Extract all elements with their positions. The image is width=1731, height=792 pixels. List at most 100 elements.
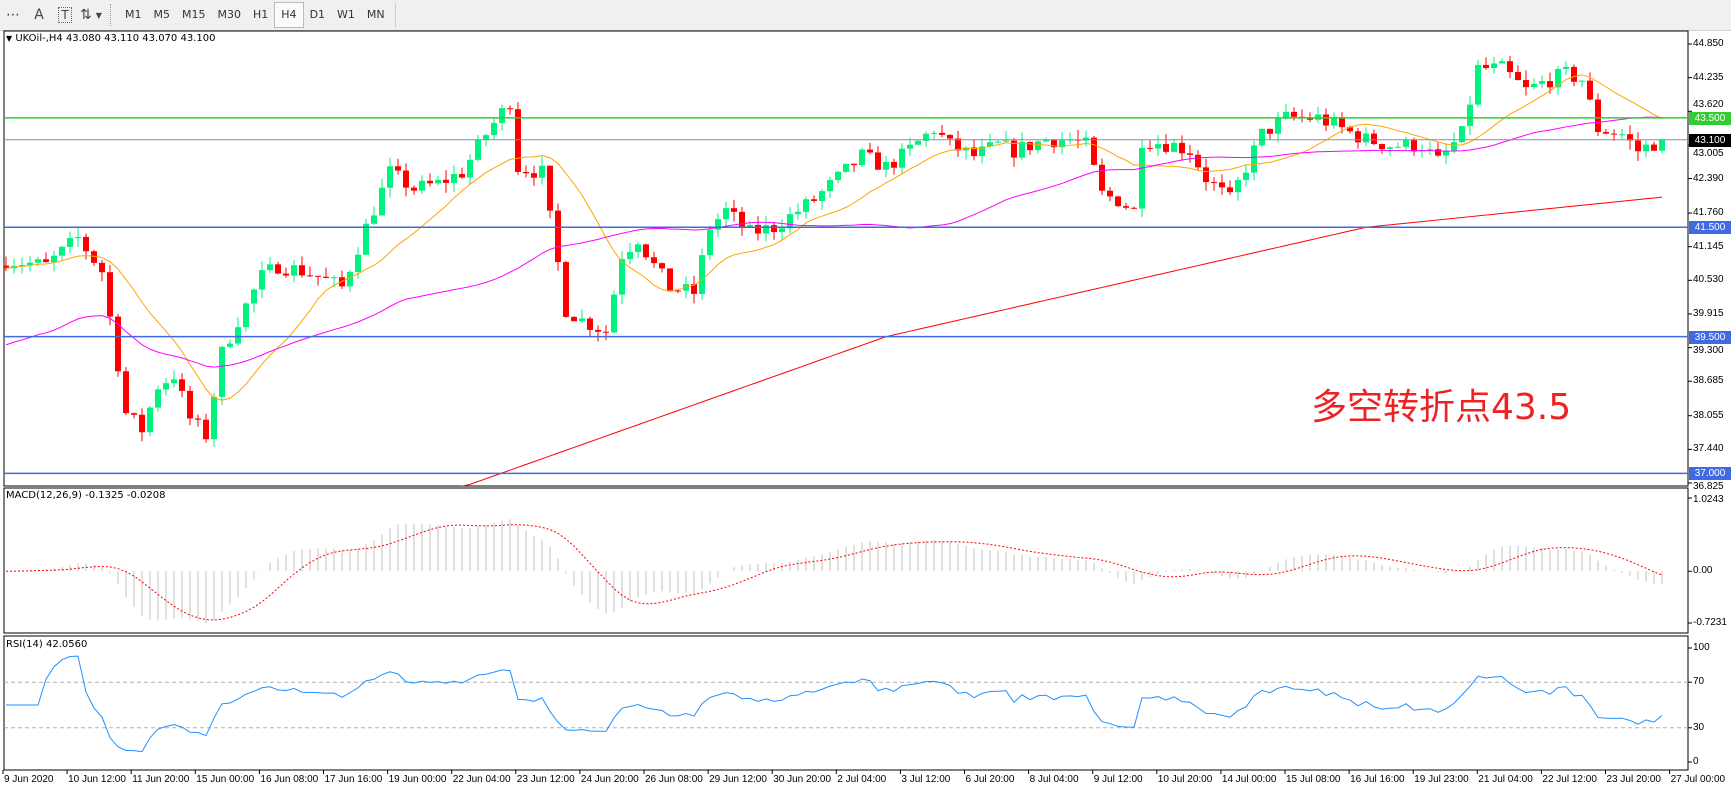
candle-body xyxy=(163,383,169,390)
candle-body xyxy=(747,224,753,227)
candle-body xyxy=(411,187,417,191)
candle-body xyxy=(571,316,577,322)
candle-body xyxy=(787,214,793,229)
candle-body xyxy=(227,343,233,347)
candle-body xyxy=(107,272,113,317)
candle-body xyxy=(1387,147,1393,150)
candle-body xyxy=(1251,145,1257,173)
time-tick-label: 9 Jun 2020 xyxy=(4,774,54,785)
candle-body xyxy=(419,180,425,191)
candle-body xyxy=(755,224,761,234)
candle-body xyxy=(4,265,9,269)
candle-body xyxy=(259,270,265,290)
macd-signal-line xyxy=(5,524,1663,621)
timeframe-h4[interactable]: H4 xyxy=(274,2,304,28)
candle-body xyxy=(99,262,105,273)
price-tick-label: 43.005 xyxy=(1693,147,1724,159)
rsi-label: RSI(14) 42.0560 xyxy=(6,639,88,650)
candle-body xyxy=(987,142,993,147)
text-a-icon[interactable]: A xyxy=(34,7,44,23)
candle-body xyxy=(1003,140,1009,142)
candle-body xyxy=(115,316,121,372)
rsi-line xyxy=(6,655,1663,753)
timeframe-mn[interactable]: MN xyxy=(366,8,385,21)
candle-body xyxy=(707,229,713,256)
candle-body xyxy=(1331,117,1337,126)
candle-body xyxy=(547,165,553,211)
candle-body xyxy=(1627,134,1633,141)
candle-body xyxy=(1587,80,1593,100)
candle-body xyxy=(403,170,409,188)
time-tick-label: 10 Jul 20:00 xyxy=(1157,774,1213,785)
candle-body xyxy=(1355,131,1361,143)
candle-body xyxy=(1011,140,1017,158)
candle-body xyxy=(883,161,889,170)
pane-frame xyxy=(3,635,1689,771)
candle-body xyxy=(931,132,937,134)
macd-pane xyxy=(5,519,1663,623)
arrows-icon[interactable]: ⇅ ▼ xyxy=(80,7,102,23)
time-tick-label: 26 Jun 08:00 xyxy=(645,774,703,785)
candle-body xyxy=(595,329,601,332)
candle-body xyxy=(379,187,385,216)
timeframe-m30[interactable]: M30 xyxy=(217,8,242,21)
timeframe-m15[interactable]: M15 xyxy=(182,8,206,21)
price-tick-label: 38.685 xyxy=(1693,375,1724,387)
collapse-triangle-icon[interactable]: ▼ xyxy=(6,34,13,43)
price-tick-label: 44.235 xyxy=(1693,71,1724,83)
candle-body xyxy=(283,273,289,276)
candle-body xyxy=(1619,134,1625,136)
candle-body xyxy=(299,265,305,276)
candle-body xyxy=(1099,164,1105,191)
candle-body xyxy=(1027,141,1033,151)
candle-body xyxy=(195,418,201,420)
ma-fast-line xyxy=(5,74,1663,401)
candle-body xyxy=(211,396,217,440)
candle-body xyxy=(947,134,953,139)
candle-body xyxy=(267,264,273,271)
candle-body xyxy=(179,379,185,391)
candle-body xyxy=(995,141,1001,143)
time-tick-label: 16 Jun 08:00 xyxy=(260,774,319,785)
candle-body xyxy=(1291,111,1297,117)
candle-body xyxy=(891,161,897,168)
timeframe-w1[interactable]: W1 xyxy=(337,8,355,21)
candle-body xyxy=(963,147,969,151)
timeframe-h1[interactable]: H1 xyxy=(253,8,269,21)
candle-body xyxy=(219,346,225,397)
candle-body xyxy=(539,165,545,178)
candle-body xyxy=(1611,133,1617,135)
candle-body xyxy=(1579,80,1585,82)
candle-body xyxy=(131,413,137,415)
candle-body xyxy=(59,246,65,256)
candle-body xyxy=(1363,133,1369,143)
candle-body xyxy=(387,166,393,188)
candle-body xyxy=(723,208,729,220)
candle-body xyxy=(1339,117,1345,128)
candle-body xyxy=(1147,147,1153,149)
candle-body xyxy=(19,265,25,267)
grid-icon[interactable]: ⋯ xyxy=(6,7,20,23)
time-tick-label: 3 Jul 12:00 xyxy=(901,774,951,785)
time-tick-label: 27 Jul 00:00 xyxy=(1670,774,1726,785)
dropdown-arrow-icon[interactable]: ▼ xyxy=(95,10,102,20)
time-tick-label: 19 Jun 00:00 xyxy=(388,774,447,785)
text-label-glyph: T xyxy=(58,7,72,23)
candle-body xyxy=(1603,131,1609,134)
candle-body xyxy=(843,163,849,172)
candle-body xyxy=(699,255,705,294)
symbol-ohlc-label: UKOil-,H4 43.080 43.110 43.070 43.100 xyxy=(15,33,216,44)
rsi-tick-label: 0 xyxy=(1693,756,1699,767)
candle-body xyxy=(1507,61,1513,73)
timeframe-m1[interactable]: M1 xyxy=(125,8,142,21)
text-label-icon[interactable]: T xyxy=(52,3,78,27)
candle-body xyxy=(555,210,561,263)
candle-body xyxy=(1555,69,1561,88)
timeframe-m5[interactable]: M5 xyxy=(153,8,171,21)
candle-body xyxy=(579,318,585,322)
candle-body xyxy=(291,265,297,276)
candle-body xyxy=(907,144,913,149)
macd-tick-label: -0.7231 xyxy=(1693,617,1727,628)
timeframe-d1[interactable]: D1 xyxy=(309,8,326,21)
